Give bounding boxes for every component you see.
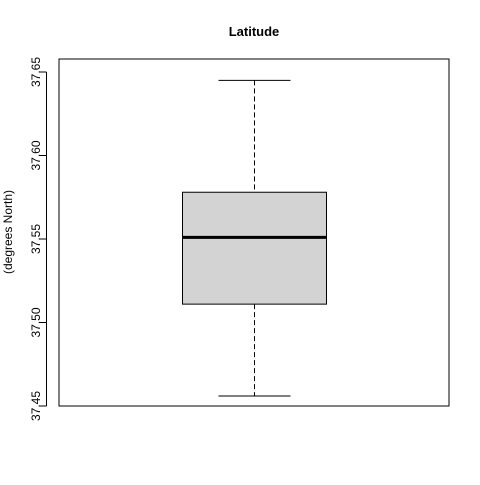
y-tick-label: 37.60 — [29, 140, 43, 170]
chart-title: Latitude — [229, 24, 280, 39]
y-tick-label: 37.50 — [29, 307, 43, 337]
y-tick-label: 37.55 — [29, 224, 43, 254]
plot-frame — [58, 58, 450, 407]
iqr-box — [182, 191, 327, 305]
y-tick-label: 37.45 — [29, 391, 43, 421]
y-axis-label: (degrees North) — [1, 190, 15, 274]
box-group — [182, 79, 327, 397]
y-tick-label: 37.65 — [29, 57, 43, 87]
y-axis: 37.45 37.50 37.55 37.60 37.65 — [29, 57, 47, 421]
